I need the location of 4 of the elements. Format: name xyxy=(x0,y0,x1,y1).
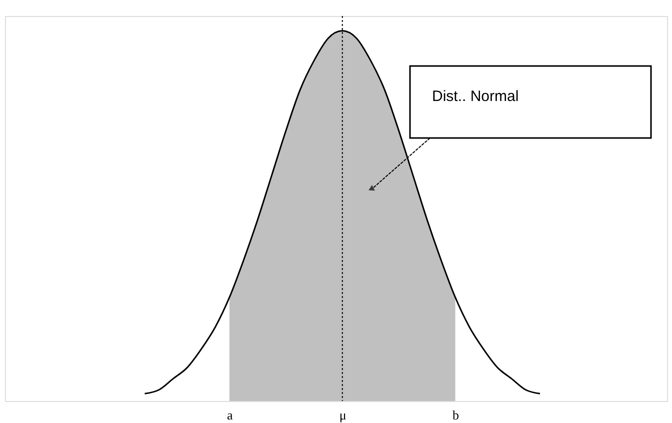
annotation: Dist.. Normal xyxy=(432,88,519,105)
x-tick-label: μ xyxy=(339,408,346,422)
x-tick-label: b xyxy=(452,408,460,422)
x-tick-label: a xyxy=(227,408,234,422)
